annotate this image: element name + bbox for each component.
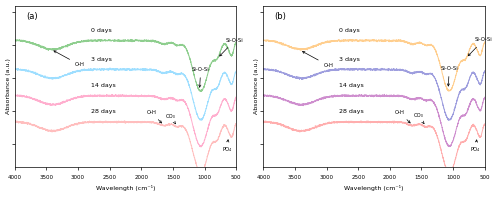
Text: PO₄: PO₄: [222, 140, 232, 152]
Text: 0 days: 0 days: [90, 28, 112, 33]
Text: O-H: O-H: [146, 110, 162, 123]
Text: O-H: O-H: [395, 110, 410, 123]
X-axis label: Wavelength (cm⁻¹): Wavelength (cm⁻¹): [96, 185, 155, 191]
Text: Si-O-Si: Si-O-Si: [220, 38, 244, 56]
Text: 3 days: 3 days: [90, 57, 112, 62]
Text: (b): (b): [274, 12, 286, 21]
Text: Si-O-Si: Si-O-Si: [468, 37, 492, 56]
Text: Si-O-Si: Si-O-Si: [440, 66, 458, 86]
X-axis label: Wavelength (cm⁻¹): Wavelength (cm⁻¹): [344, 185, 404, 191]
Y-axis label: Absorbance (a.u.): Absorbance (a.u.): [254, 59, 259, 114]
Text: 14 days: 14 days: [339, 83, 364, 88]
Text: PO₄: PO₄: [0, 196, 1, 197]
Text: 28 days: 28 days: [339, 109, 364, 114]
Text: (a): (a): [26, 12, 38, 21]
Text: PO₄: PO₄: [0, 196, 1, 197]
Text: CO₃: CO₃: [166, 113, 175, 124]
Text: PO₄: PO₄: [471, 140, 480, 152]
Text: Si-O-Si: Si-O-Si: [192, 67, 210, 87]
Y-axis label: Absorbance (a.u.): Absorbance (a.u.): [6, 59, 10, 114]
Text: O-H: O-H: [302, 51, 334, 68]
Text: 28 days: 28 days: [90, 109, 116, 114]
Text: O-H: O-H: [54, 51, 84, 67]
Text: 3 days: 3 days: [339, 57, 360, 62]
Text: 0 days: 0 days: [339, 28, 360, 33]
Text: CO₃: CO₃: [414, 113, 424, 124]
Text: 14 days: 14 days: [90, 83, 116, 88]
